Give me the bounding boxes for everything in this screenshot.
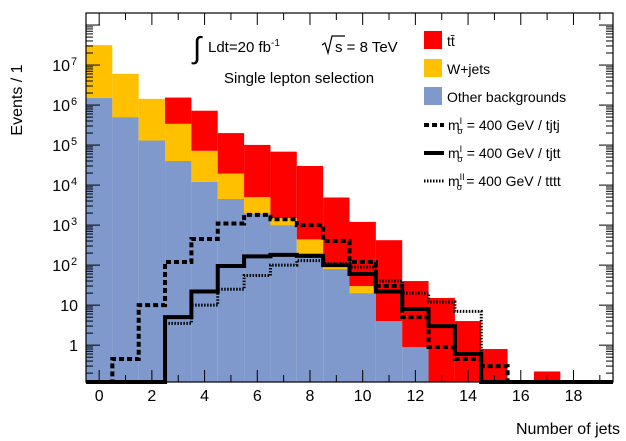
bar xyxy=(191,181,218,382)
series-other-backgrounds xyxy=(86,98,429,382)
y-tick-exponent: 3 xyxy=(71,216,77,228)
x-tick-label: 6 xyxy=(253,388,262,405)
bar xyxy=(244,197,271,214)
y-tick-label: 10 xyxy=(52,258,70,275)
bar xyxy=(270,151,297,219)
bar xyxy=(270,225,297,382)
bar xyxy=(428,297,455,382)
y-tick-label: 10 xyxy=(52,218,70,235)
legend-swatch xyxy=(424,87,442,105)
y-tick-label: 10 xyxy=(52,138,70,155)
integral-symbol: ∫ xyxy=(191,32,203,65)
bar xyxy=(191,150,218,182)
luminosity-exponent: -1 xyxy=(271,38,280,49)
legend-label: mI σ = 400 GeV / tjtj xyxy=(448,116,560,136)
bar xyxy=(296,239,324,254)
bar xyxy=(217,133,245,174)
bar xyxy=(217,173,245,199)
bar xyxy=(402,281,429,347)
bar xyxy=(112,117,139,382)
y-tick-exponent: 7 xyxy=(71,56,77,68)
luminosity-text: Ldt=20 fb xyxy=(208,39,271,56)
bar xyxy=(165,161,192,382)
bar xyxy=(86,98,113,382)
bar xyxy=(375,321,403,382)
y-tick-label: 1 xyxy=(69,338,78,355)
series-w-jets xyxy=(86,45,376,294)
y-tick-label: 10 xyxy=(52,58,70,75)
y-axis-label: Events / 1 xyxy=(9,64,26,135)
x-axis-label: Number of jets xyxy=(516,421,620,438)
bar xyxy=(112,73,139,118)
y-tick-label: 10 xyxy=(60,298,78,315)
y-tick-exponent: 2 xyxy=(71,256,77,268)
bar xyxy=(138,98,166,141)
bar xyxy=(296,253,324,382)
legend: tt̄ W+jets Other backgrounds mI σ = 400 GeV /… xyxy=(424,31,566,192)
x-tick-label: 10 xyxy=(354,388,372,405)
luminosity-annotation: ∫ Ldt=20 fb-1 xyxy=(191,32,280,65)
y-tick-label: 10 xyxy=(52,98,70,115)
bar xyxy=(165,97,192,124)
legend-label: tt̄ xyxy=(447,33,455,49)
bar xyxy=(191,110,218,151)
legend-swatch xyxy=(424,31,442,49)
bar xyxy=(244,144,271,198)
bar xyxy=(323,269,350,382)
bar xyxy=(138,140,166,382)
legend-label: mI σ = 400 GeV / tjtt xyxy=(448,144,561,164)
x-tick-label: 4 xyxy=(200,388,209,405)
bar xyxy=(296,165,324,240)
x-tick-label: 18 xyxy=(565,388,583,405)
x-tick-label: 16 xyxy=(512,388,530,405)
legend-label: mII σ = 400 GeV / tttt xyxy=(448,172,561,192)
sqrt-symbol xyxy=(321,35,345,56)
y-tick-label: 10 xyxy=(52,178,70,195)
bar xyxy=(270,218,297,226)
x-tick-label: 2 xyxy=(147,388,156,405)
y-tick-exponent: 6 xyxy=(71,96,77,108)
bar xyxy=(165,123,192,162)
bar xyxy=(349,293,376,382)
legend-swatch xyxy=(424,59,442,77)
legend-label: Other backgrounds xyxy=(447,89,566,105)
energy-annotation: s = 8 TeV xyxy=(321,35,398,56)
svg-text:Ldt=20 fb-1: Ldt=20 fb-1 xyxy=(208,38,280,56)
x-tick-label: 14 xyxy=(459,388,477,405)
x-tick-label: 0 xyxy=(95,388,104,405)
axis-ticks xyxy=(86,12,613,382)
x-tick-label: 8 xyxy=(306,388,315,405)
bar xyxy=(244,213,271,382)
energy-text: s = 8 TeV xyxy=(335,39,398,56)
x-tick-label: 12 xyxy=(406,388,424,405)
signal-histograms xyxy=(86,212,613,384)
bar xyxy=(349,221,376,287)
y-tick-exponent: 5 xyxy=(71,136,77,148)
bar xyxy=(349,286,376,294)
y-tick-exponent: 4 xyxy=(71,176,77,188)
bar xyxy=(323,197,350,266)
selection-annotation: Single lepton selection xyxy=(224,70,374,87)
legend-label: W+jets xyxy=(447,61,490,77)
